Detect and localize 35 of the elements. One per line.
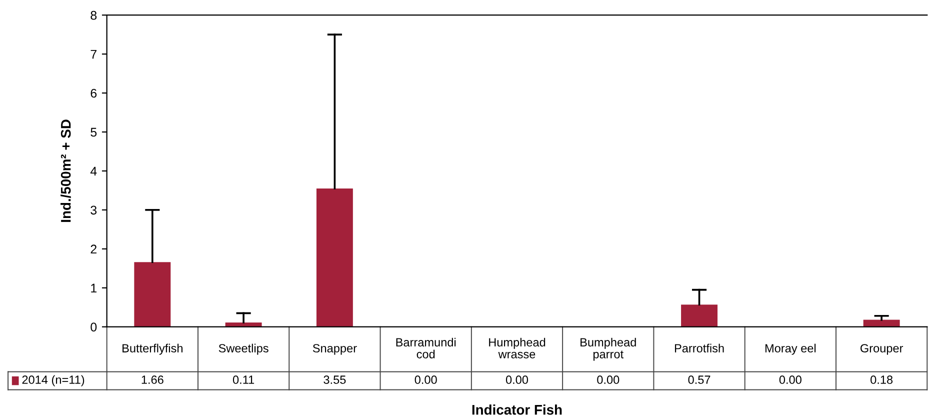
- y-tick-label: 7: [90, 50, 96, 59]
- data-label: 0.11: [232, 376, 254, 384]
- data-label: 0.00: [597, 376, 620, 384]
- data-label: 0.00: [414, 376, 437, 384]
- x-tick-label: Barramundi cod: [396, 338, 456, 358]
- x-tick-label: Snapper: [312, 344, 357, 355]
- bar: [134, 262, 171, 327]
- y-tick-label: 4: [90, 166, 97, 176]
- x-tick-label: Sweetlips: [218, 344, 268, 355]
- y-tick-label: 1: [91, 284, 97, 292]
- y-tick-label: 6: [90, 88, 97, 98]
- data-label: 3.55: [324, 376, 346, 384]
- y-tick-label: 2: [90, 244, 96, 254]
- bar: [316, 188, 353, 327]
- bar: [225, 322, 262, 327]
- y-axis-title: Ind./500m² + SD: [60, 120, 71, 222]
- legend-label: 2014 (n=11): [22, 375, 84, 386]
- x-tick-label: Bumphead parrot: [580, 338, 636, 361]
- bar: [863, 320, 900, 327]
- y-tick-label: 3: [90, 206, 97, 215]
- x-axis-title: Indicator Fish: [472, 404, 562, 415]
- y-tick-label: 8: [90, 10, 97, 20]
- x-tick-label: Grouper: [860, 344, 904, 355]
- data-label: 0.57: [688, 376, 710, 384]
- data-label: 1.66: [142, 376, 164, 384]
- bar: [681, 304, 718, 327]
- x-tick-label: Butterflyfish: [122, 344, 182, 355]
- x-tick-label: Parrotfish: [674, 344, 724, 352]
- data-label: 0.18: [870, 376, 893, 384]
- y-tick-label: 5: [90, 128, 97, 137]
- y-tick-label: 0: [90, 322, 97, 332]
- data-label: 0.00: [506, 376, 528, 384]
- data-label: 0.00: [779, 376, 802, 384]
- x-tick-label: Moray eel: [765, 344, 816, 355]
- x-tick-label: Humphead wrasse: [489, 338, 546, 358]
